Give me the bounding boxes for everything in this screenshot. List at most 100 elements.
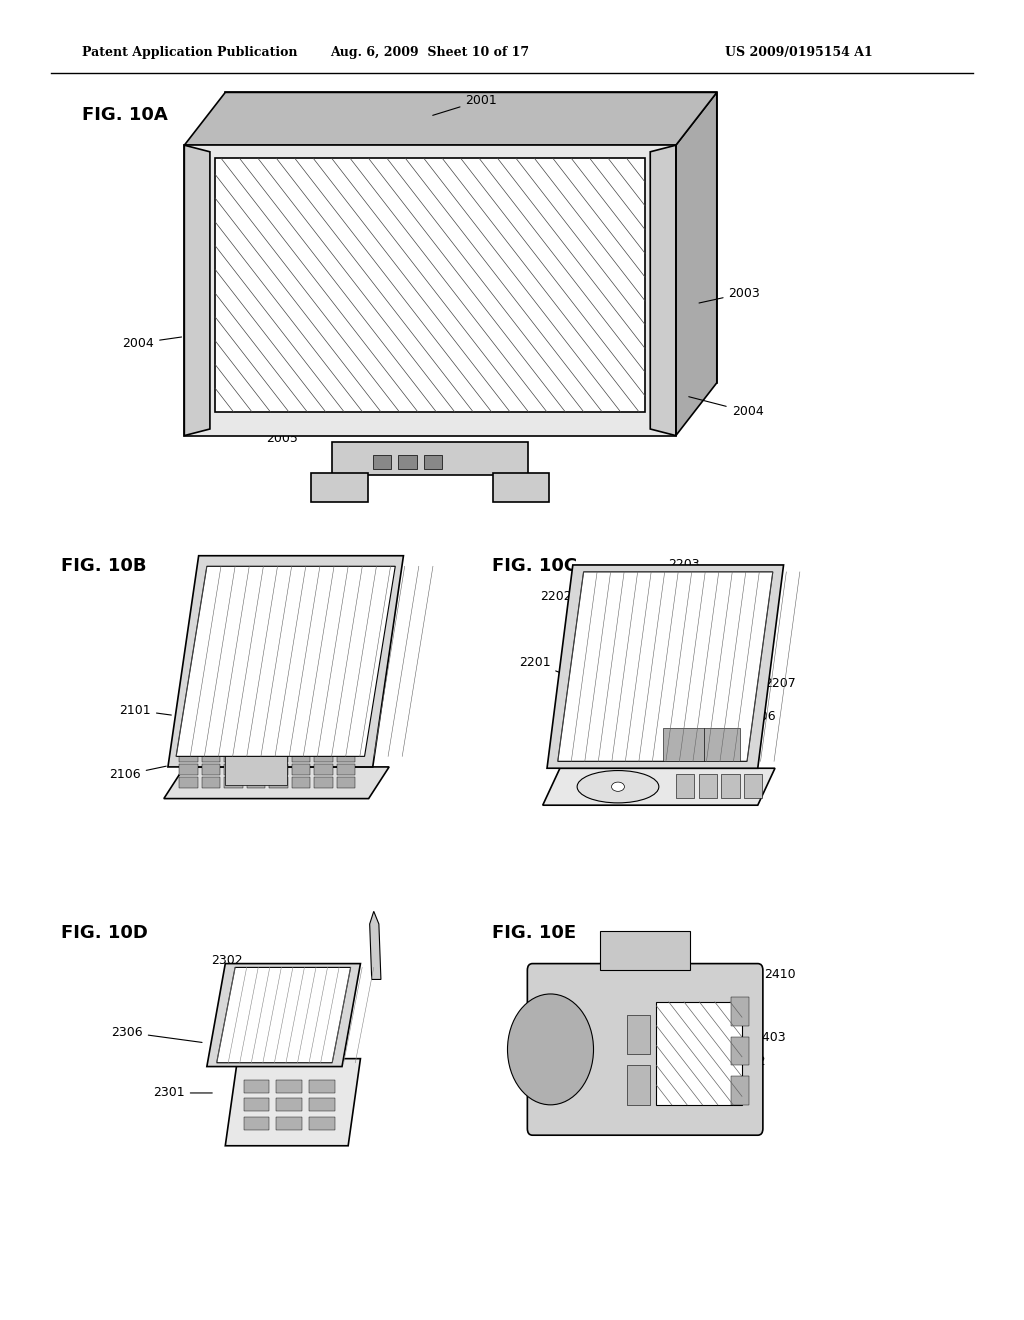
Bar	[721, 774, 739, 797]
Text: 2202: 2202	[541, 590, 577, 610]
Bar	[202, 777, 220, 788]
Text: 2402: 2402	[717, 1055, 765, 1069]
Polygon shape	[370, 911, 381, 979]
Bar	[309, 1117, 335, 1130]
Polygon shape	[168, 556, 403, 767]
Bar	[600, 931, 690, 970]
Text: 2207: 2207	[740, 677, 797, 693]
Text: 2305: 2305	[306, 1020, 339, 1039]
Bar	[424, 455, 442, 469]
Bar	[224, 751, 243, 762]
Text: FIG. 10B: FIG. 10B	[61, 557, 146, 576]
Text: FIG. 10E: FIG. 10E	[492, 924, 575, 942]
Bar	[664, 727, 705, 760]
Bar	[247, 751, 265, 762]
Bar	[676, 774, 694, 797]
Bar	[337, 777, 355, 788]
Bar	[332, 442, 528, 475]
Text: 2004: 2004	[122, 337, 181, 350]
Text: 2103: 2103	[195, 638, 225, 657]
Bar	[314, 764, 333, 775]
Bar	[247, 764, 265, 775]
Text: 2204: 2204	[658, 730, 689, 750]
Polygon shape	[225, 92, 717, 383]
Bar	[656, 1002, 742, 1105]
Bar	[224, 777, 243, 788]
Circle shape	[508, 994, 594, 1105]
Bar	[731, 1036, 749, 1065]
Bar	[269, 764, 288, 775]
Polygon shape	[207, 964, 360, 1067]
Polygon shape	[547, 565, 783, 768]
Bar	[309, 1098, 335, 1111]
Text: 2003: 2003	[699, 286, 761, 304]
Text: 2304: 2304	[297, 989, 328, 1007]
Text: 2102: 2102	[236, 558, 285, 586]
Polygon shape	[543, 768, 775, 805]
Bar	[705, 727, 739, 760]
Text: FIG. 10A: FIG. 10A	[82, 106, 168, 124]
Bar	[373, 455, 391, 469]
Circle shape	[540, 1035, 561, 1064]
Bar	[314, 751, 333, 762]
FancyBboxPatch shape	[527, 964, 763, 1135]
Polygon shape	[184, 145, 210, 436]
Bar	[269, 751, 288, 762]
Text: Aug. 6, 2009  Sheet 10 of 17: Aug. 6, 2009 Sheet 10 of 17	[331, 46, 529, 59]
Bar	[292, 777, 310, 788]
Bar	[179, 751, 198, 762]
Bar	[244, 1117, 269, 1130]
Text: 2407: 2407	[708, 1080, 746, 1094]
Bar	[698, 774, 717, 797]
Text: 2101: 2101	[120, 704, 171, 717]
Polygon shape	[650, 145, 676, 436]
Text: 2203: 2203	[657, 558, 699, 583]
Text: 2005: 2005	[265, 429, 325, 445]
Text: 2403: 2403	[735, 1031, 785, 1045]
Ellipse shape	[578, 771, 658, 803]
Polygon shape	[215, 158, 645, 412]
Text: 2406: 2406	[519, 1026, 561, 1044]
Text: 2106: 2106	[110, 766, 166, 781]
Circle shape	[529, 1022, 572, 1077]
Bar	[202, 764, 220, 775]
Text: 2401: 2401	[538, 1080, 573, 1097]
Bar	[311, 473, 368, 502]
Text: US 2009/0195154 A1: US 2009/0195154 A1	[725, 46, 872, 59]
Bar	[244, 1080, 269, 1093]
Text: 2001: 2001	[433, 94, 498, 115]
Bar	[247, 777, 265, 788]
Bar	[225, 739, 287, 785]
Text: 2206: 2206	[720, 710, 775, 726]
Polygon shape	[676, 92, 717, 436]
Text: 2306: 2306	[112, 1026, 202, 1043]
Bar	[743, 774, 762, 797]
Polygon shape	[217, 968, 350, 1063]
Text: 2201: 2201	[519, 656, 565, 675]
Bar	[244, 1098, 269, 1111]
Text: 2205: 2205	[598, 763, 631, 781]
Text: 2105: 2105	[273, 762, 306, 775]
Text: 2410: 2410	[740, 968, 796, 983]
Bar	[179, 764, 198, 775]
Text: 2302: 2302	[212, 954, 249, 978]
Bar	[276, 1117, 302, 1130]
Circle shape	[518, 1008, 583, 1090]
Bar	[627, 1065, 649, 1105]
Bar	[224, 764, 243, 775]
Ellipse shape	[611, 781, 625, 791]
Text: 2303: 2303	[253, 1093, 284, 1106]
Bar	[337, 751, 355, 762]
Bar	[398, 455, 417, 469]
Text: 2104: 2104	[307, 729, 338, 742]
Bar	[731, 1076, 749, 1105]
Bar	[731, 997, 749, 1026]
Text: 2004: 2004	[689, 397, 764, 418]
Bar	[493, 473, 549, 502]
Text: 2409: 2409	[643, 1093, 675, 1111]
Polygon shape	[184, 92, 717, 145]
Polygon shape	[176, 566, 395, 756]
Text: 2002: 2002	[413, 442, 472, 459]
Polygon shape	[558, 572, 773, 762]
Text: 2405: 2405	[539, 1047, 577, 1065]
